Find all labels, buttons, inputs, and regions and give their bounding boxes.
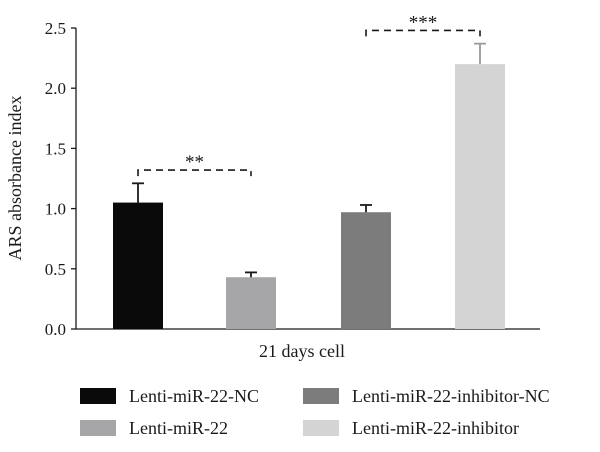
legend-label: Lenti-miR-22-inhibitor xyxy=(352,418,519,438)
legend: Lenti-miR-22-NC Lenti-miR-22 Lenti-miR-22-… xyxy=(80,386,550,438)
significance-bracket xyxy=(365,29,481,37)
y-axis-label: ARS absorbance index xyxy=(5,96,25,261)
legend-label: Lenti-miR-22 xyxy=(129,418,228,438)
bar xyxy=(455,64,505,330)
bar xyxy=(113,202,163,329)
bar xyxy=(226,277,276,329)
x-axis-label: 21 days cell xyxy=(259,341,345,361)
y-tick-label: 0.5 xyxy=(45,260,66,279)
y-tick-label: 2.5 xyxy=(45,19,66,38)
y-tick-label: 1.0 xyxy=(45,200,66,219)
y-tick-label: 0.0 xyxy=(45,320,66,339)
legend-label: Lenti-miR-22-NC xyxy=(129,386,259,406)
significance-label: *** xyxy=(409,12,438,33)
legend-swatch xyxy=(303,388,339,404)
legend-swatch xyxy=(80,388,116,404)
y-tick-label: 1.5 xyxy=(45,139,66,158)
significance-annotations: ***** xyxy=(137,12,481,177)
y-tick-label: 2.0 xyxy=(45,79,66,98)
legend-label: Lenti-miR-22-inhibitor-NC xyxy=(352,386,550,406)
significance-label: ** xyxy=(185,152,204,173)
significance-bracket xyxy=(137,169,252,177)
bar xyxy=(341,212,391,329)
legend-swatch xyxy=(303,420,339,436)
legend-swatch xyxy=(80,420,116,436)
bars xyxy=(113,42,505,330)
